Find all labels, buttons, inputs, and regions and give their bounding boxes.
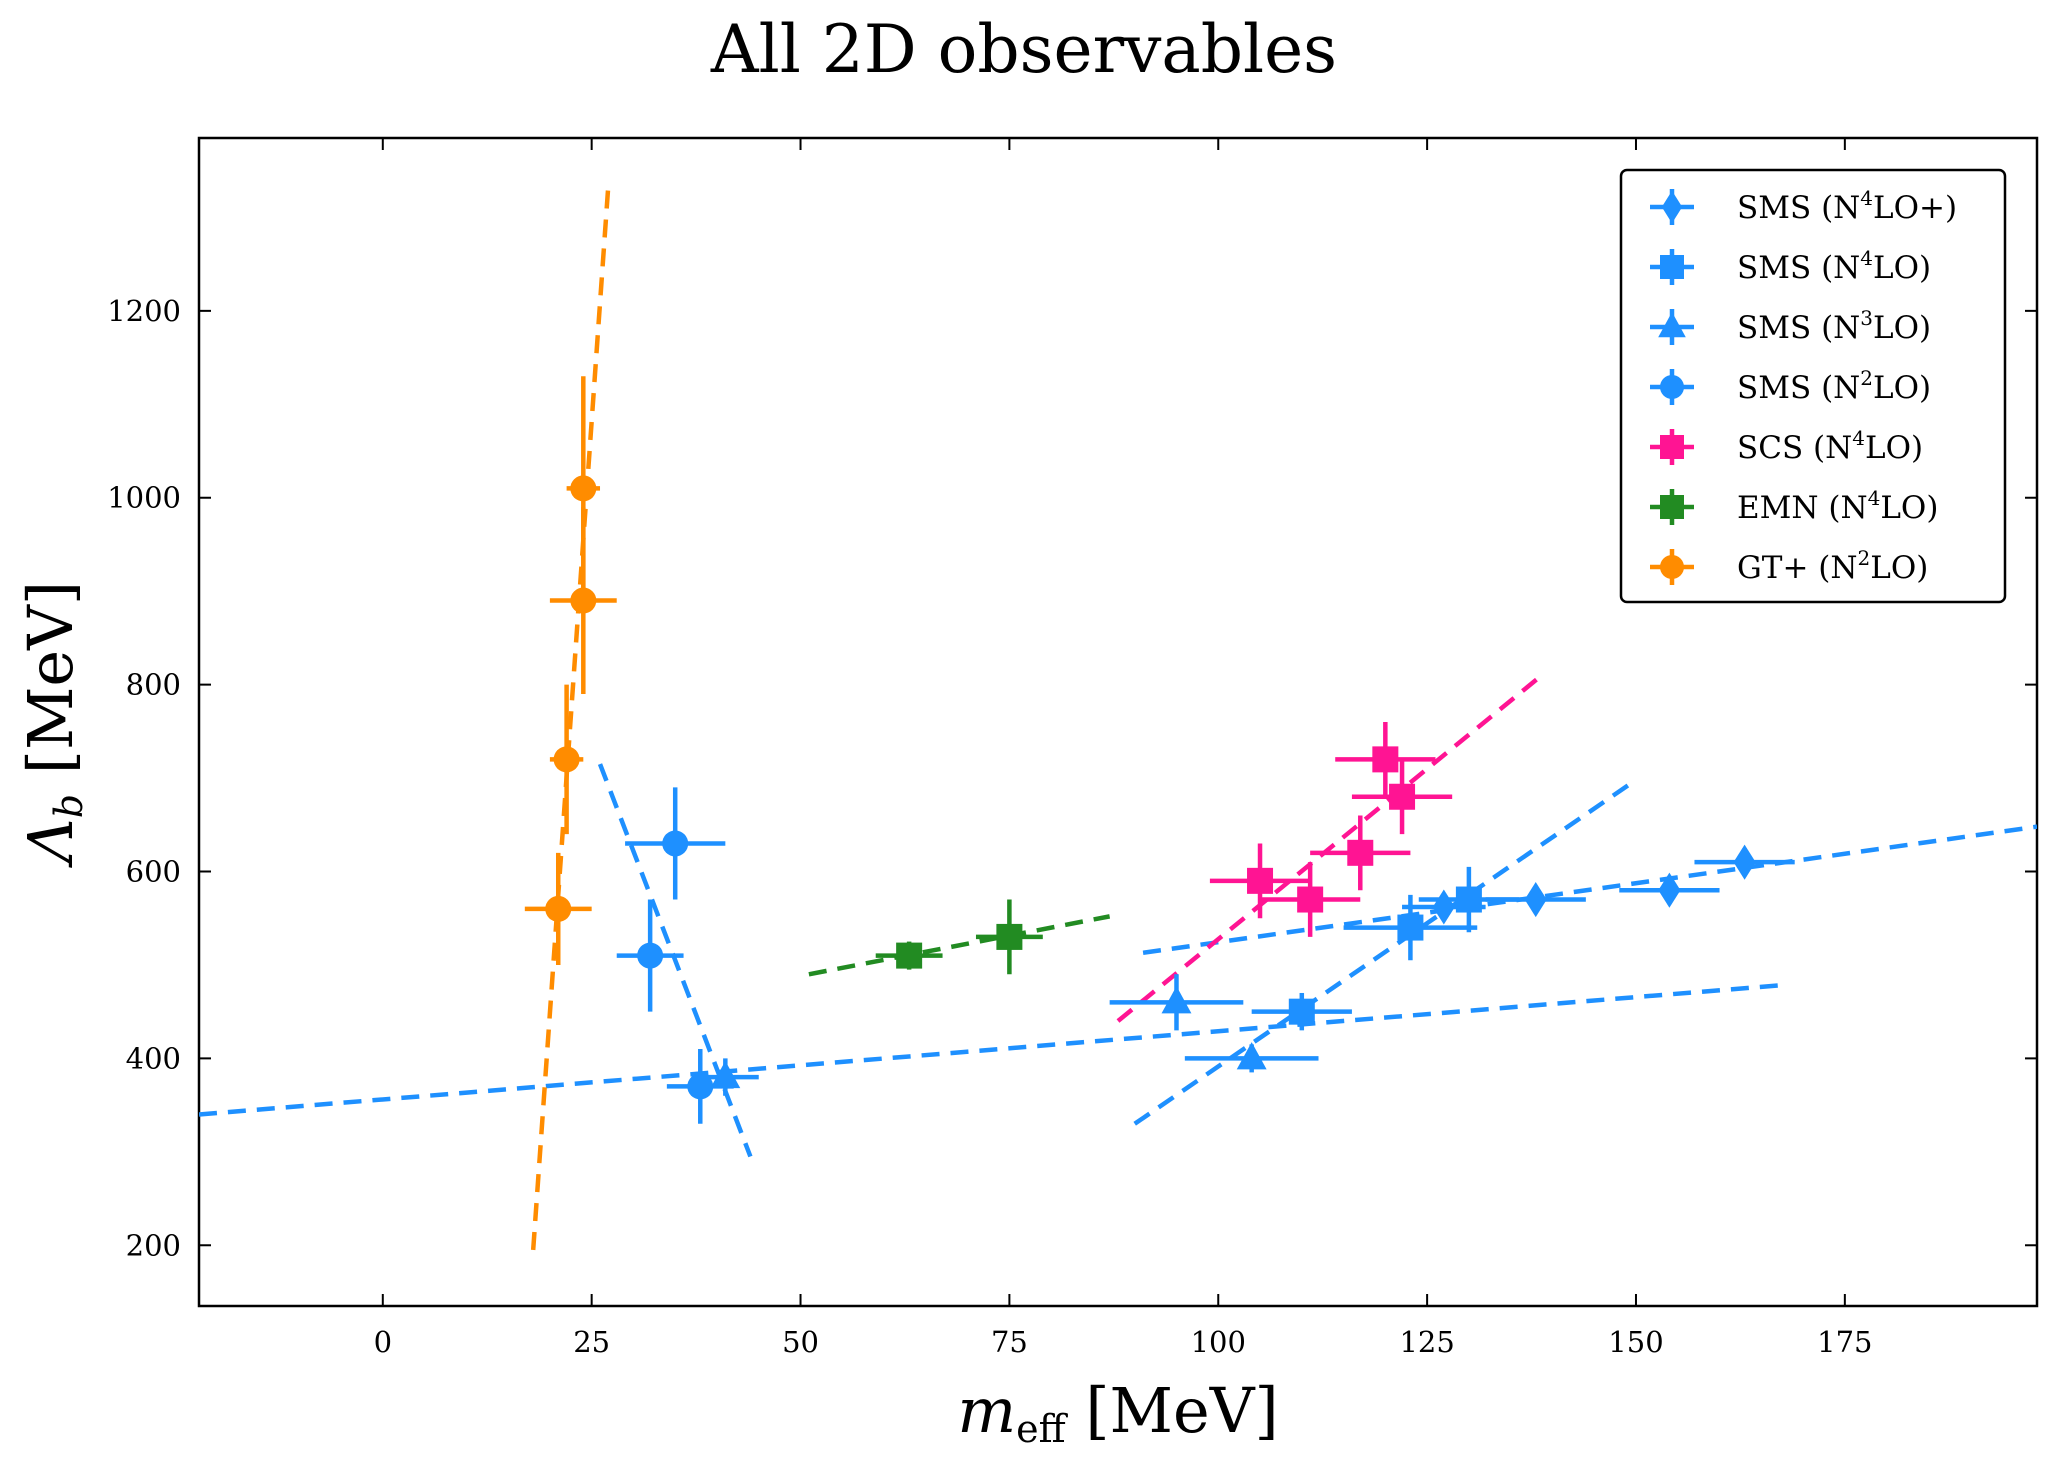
legend-item: SMS (N4LO) <box>1650 246 1931 286</box>
legend-label: GT+ (N2LO) <box>1737 546 1928 586</box>
y-axis-ticks: 200 400 600 800 1000 1200 <box>107 294 2037 1262</box>
x-axis-label: meff [MeV] <box>957 1374 1278 1451</box>
fit-line <box>199 983 1779 1117</box>
data-points <box>524 376 1795 1124</box>
y-tick-label: 1200 <box>107 294 181 328</box>
point-marker <box>996 923 1023 950</box>
y-tick-label: 400 <box>126 1041 181 1075</box>
point-marker <box>1288 998 1315 1025</box>
data-point <box>1343 894 1478 961</box>
x-tick-label: 125 <box>1399 1325 1454 1359</box>
chart-title: All 2D observables <box>710 11 1337 88</box>
point-marker <box>1658 872 1681 908</box>
fit-line <box>1133 778 1638 1126</box>
point-marker <box>570 475 597 502</box>
legend-label: SMS (N2LO) <box>1737 366 1931 406</box>
data-point <box>875 941 943 970</box>
data-point <box>566 376 601 601</box>
point-marker <box>662 830 689 857</box>
point-marker <box>1389 783 1416 810</box>
x-tick-label: 0 <box>374 1325 392 1359</box>
data-point <box>1260 862 1361 937</box>
data-point <box>1184 1042 1319 1073</box>
point-marker <box>553 746 580 773</box>
data-point <box>1310 815 1411 891</box>
point-marker <box>1247 867 1274 894</box>
point-marker <box>545 895 572 922</box>
data-point <box>1619 872 1720 908</box>
data-point <box>1694 844 1795 880</box>
legend-item: EMN (N4LO) <box>1650 486 1938 526</box>
legend-marker <box>1661 190 1683 224</box>
data-point <box>549 684 584 835</box>
legend-label: SMS (N4LO+) <box>1737 186 1957 226</box>
x-axis-ticks: 0 25 50 75 100 125 150 175 <box>374 138 1873 1359</box>
data-point <box>1418 866 1520 933</box>
y-axis-label: Λb [MeV] <box>14 581 91 868</box>
legend-item: SMS (N4LO+) <box>1650 186 1957 226</box>
legend-item: SMS (N2LO) <box>1650 366 1931 406</box>
legend-item: SMS (N3LO) <box>1650 306 1931 346</box>
data-point <box>625 787 726 900</box>
point-marker <box>1236 1042 1267 1070</box>
plot-frame <box>197 136 2039 1308</box>
data-point <box>1335 722 1436 797</box>
point-marker <box>1397 914 1424 941</box>
point-marker <box>1455 886 1482 913</box>
fit-line <box>1142 824 2037 956</box>
fit-line <box>530 184 611 1251</box>
point-marker <box>687 1073 714 1100</box>
legend-marker <box>1660 555 1684 579</box>
fit-lines <box>199 184 2037 1251</box>
data-point <box>975 899 1043 975</box>
legend-label: SMS (N3LO) <box>1737 306 1931 346</box>
data-point <box>616 899 684 1012</box>
data-point <box>1109 974 1244 1031</box>
x-tick-label: 50 <box>782 1325 819 1359</box>
point-marker <box>1733 844 1756 880</box>
y-tick-label: 800 <box>126 668 181 702</box>
data-point <box>1209 843 1311 919</box>
legend-marker <box>1660 255 1684 279</box>
legend-box <box>1619 168 2007 604</box>
y-tick-label: 200 <box>126 1228 181 1262</box>
fit-line <box>808 914 1111 977</box>
legend-label: EMN (N4LO) <box>1737 486 1938 526</box>
fit-line <box>1116 671 1546 1023</box>
point-marker <box>1347 839 1374 866</box>
x-tick-label: 150 <box>1608 1325 1663 1359</box>
point-marker <box>710 1060 741 1089</box>
data-point <box>666 1049 734 1124</box>
point-marker <box>1372 746 1399 773</box>
legend-marker <box>1660 495 1684 519</box>
legend-item: GT+ (N2LO) <box>1650 546 1928 586</box>
legend-label: SMS (N4LO) <box>1737 246 1931 286</box>
point-marker <box>637 942 664 969</box>
x-tick-label: 25 <box>573 1325 610 1359</box>
data-point <box>524 852 592 965</box>
legend-marker <box>1660 435 1684 459</box>
point-marker <box>1161 986 1192 1014</box>
legend: SMS (N4LO+) SMS (N4LO) SMS (N3LO) SMS (N2LO… <box>1619 168 2007 604</box>
legend-label: SCS (N4LO) <box>1737 426 1923 466</box>
point-marker <box>896 942 923 969</box>
legend-marker <box>1658 312 1686 338</box>
data-point <box>1351 759 1453 835</box>
point-marker <box>1297 886 1324 913</box>
x-tick-label: 75 <box>991 1325 1028 1359</box>
y-tick-label: 1000 <box>107 481 181 515</box>
legend-marker <box>1660 375 1684 399</box>
data-point <box>1251 992 1352 1031</box>
x-tick-label: 175 <box>1817 1325 1872 1359</box>
x-tick-label: 100 <box>1191 1325 1246 1359</box>
y-tick-label: 600 <box>126 855 181 889</box>
point-marker <box>1524 881 1547 918</box>
legend-item: SCS (N4LO) <box>1650 426 1923 466</box>
